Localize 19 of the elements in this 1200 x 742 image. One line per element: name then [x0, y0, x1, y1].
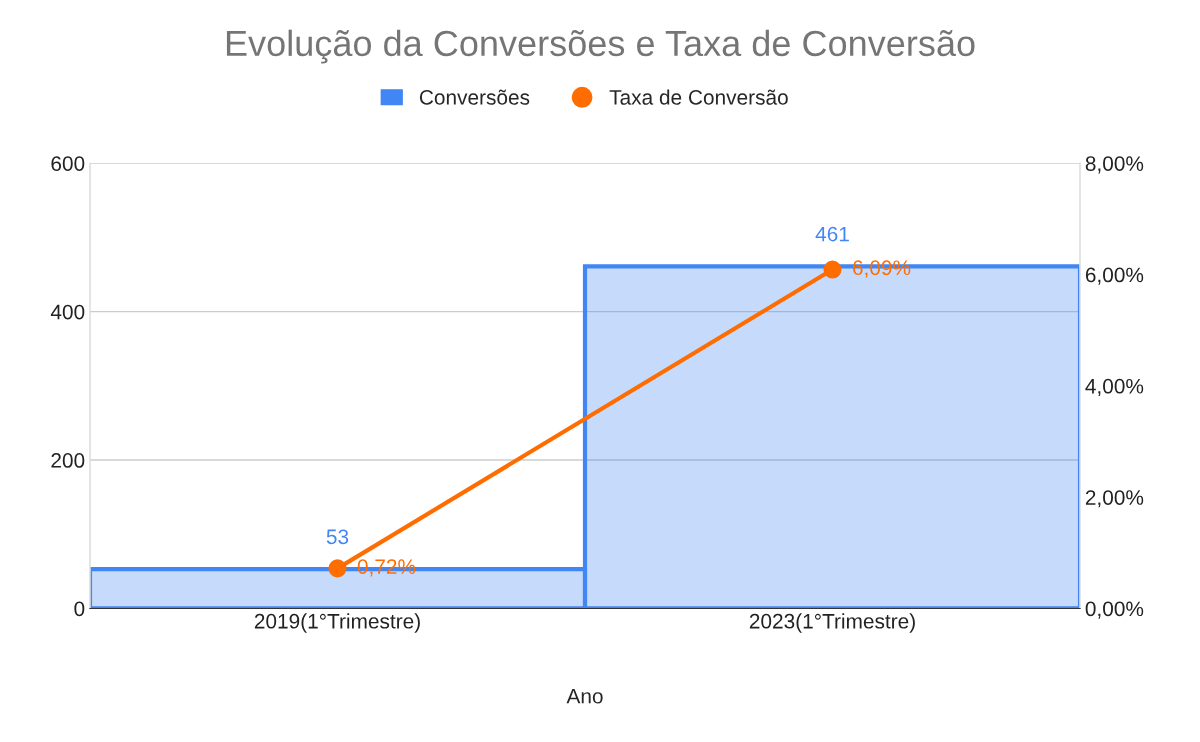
y-tick-label: 200: [51, 453, 85, 468]
y-tick-label: 600: [51, 156, 85, 171]
data-label: 53: [326, 529, 349, 545]
y2-tick-label: 2,00%: [1085, 490, 1144, 508]
y2-tick-label: 0,00%: [1085, 601, 1144, 619]
y2-tick-label: 4,00%: [1085, 378, 1144, 397]
legend-label: Conversões: [419, 89, 530, 105]
chart-title: Evolução da Conversões e Taxa de Conversão: [226, 29, 975, 64]
y-tick-label: 0: [74, 601, 85, 617]
legend-label: Taxa de Conversão: [609, 89, 788, 105]
y-tick-label: 400: [50, 304, 85, 320]
data-label: 6,09%: [853, 260, 911, 278]
x-tick-label: 2023(1°Trimestre): [749, 613, 915, 633]
x-axis-title: Ano: [566, 689, 603, 704]
x-tick-label: 2019(1°Trimestre): [254, 613, 420, 633]
data-label: 461: [815, 226, 849, 242]
y2-tick-label: 6,00%: [1085, 267, 1144, 285]
y2-tick-label: 8,00%: [1085, 156, 1144, 174]
data-label: 0,72%: [357, 559, 416, 577]
